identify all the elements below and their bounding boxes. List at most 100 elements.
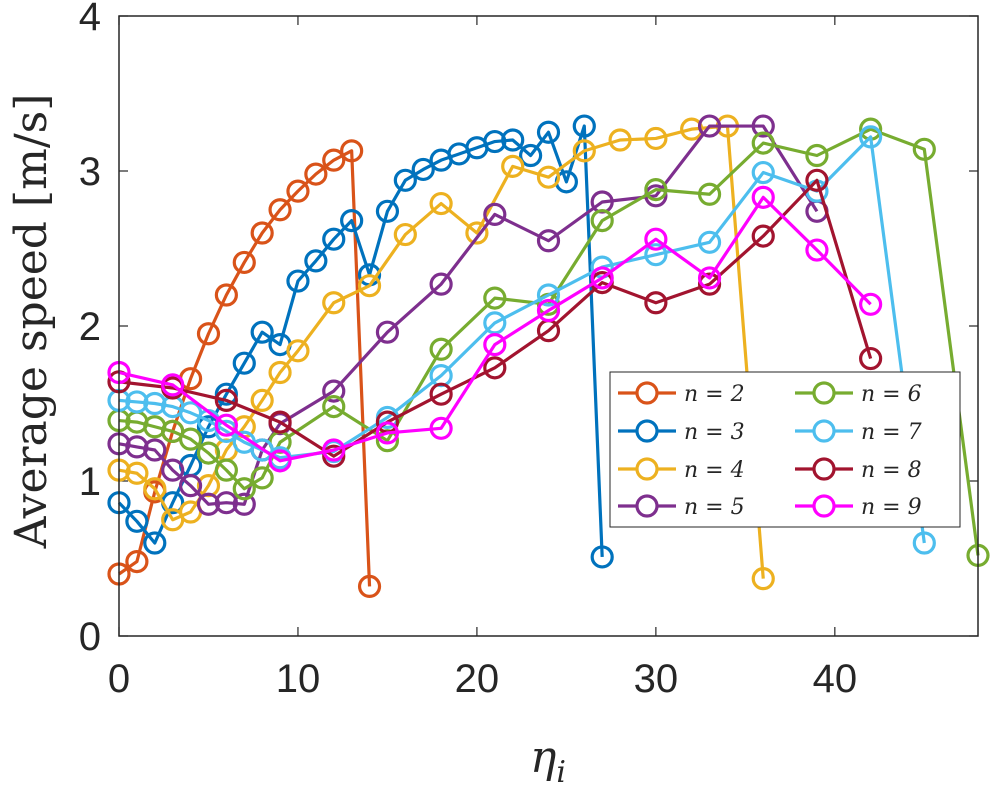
legend-item: n = 6 (795, 381, 922, 407)
data-point (322, 227, 346, 251)
data-point (178, 474, 203, 498)
data-point (483, 202, 507, 226)
data-point (465, 221, 489, 245)
data-point (751, 160, 775, 185)
data-point (859, 125, 883, 149)
data-point (859, 346, 883, 371)
data-point (644, 291, 668, 315)
x-tick-label: 0 (108, 657, 130, 701)
data-point (214, 413, 238, 437)
data-point (536, 283, 561, 307)
tick-labels: 0 10 20 30 40 0 1 2 3 4 (79, 0, 857, 701)
x-axis-label-subscript: i (556, 755, 566, 785)
data-point (411, 157, 435, 182)
data-point (393, 168, 417, 192)
data-point (572, 114, 596, 138)
data-point (250, 388, 274, 412)
legend-item: n = 5 (618, 494, 745, 520)
data-point (214, 382, 238, 406)
legend-label: n = 8 (861, 458, 922, 483)
series-n4 (107, 114, 775, 591)
data-point (644, 243, 668, 267)
data-point (268, 410, 292, 434)
data-point (375, 421, 400, 445)
legend-swatch-marker (635, 494, 659, 518)
data-point (536, 165, 561, 189)
data-point (340, 139, 364, 163)
series-line (118, 127, 980, 556)
data-point (196, 322, 221, 346)
data-point (429, 382, 453, 406)
data-point (250, 320, 274, 344)
data-point (214, 388, 238, 412)
data-point (751, 567, 775, 591)
x-axis-label: ηi (530, 732, 566, 785)
data-point (697, 182, 722, 206)
legend: n = 2 n = 3 n = 4 n = 5 n = 6 n = 7 n = 8 n = 9 (609, 371, 961, 528)
x-tick-label: 20 (455, 657, 500, 701)
data-point (751, 131, 775, 155)
data-point (697, 230, 722, 254)
data-point (304, 249, 328, 273)
data-point (483, 356, 507, 380)
data-point (196, 441, 221, 465)
legend-swatch-marker (635, 381, 659, 405)
data-point (286, 179, 310, 203)
data-point (912, 137, 936, 161)
data-point (125, 509, 149, 533)
series-line (118, 178, 873, 458)
data-point (644, 178, 668, 202)
data-point (501, 154, 525, 178)
data-point (340, 209, 364, 233)
data-point (143, 531, 167, 555)
data-point (859, 292, 883, 316)
legend-label: n = 3 (684, 420, 745, 445)
data-point (268, 360, 292, 385)
legend-label: n = 7 (861, 420, 922, 445)
data-point (805, 238, 829, 262)
legend-label: n = 9 (861, 495, 922, 520)
legend-swatch-marker (812, 419, 836, 443)
data-point (519, 143, 543, 168)
legend-label: n = 4 (684, 458, 745, 483)
data-point (196, 492, 221, 516)
legend-item: n = 3 (618, 419, 745, 445)
data-point (751, 185, 775, 209)
x-tick-label: 10 (276, 657, 321, 701)
y-tick-label: 2 (79, 305, 101, 349)
data-point (286, 339, 310, 363)
data-point (286, 269, 310, 293)
series-line (118, 195, 872, 463)
plot-area-frame (118, 15, 979, 637)
series-layer (107, 114, 990, 599)
legend-box (609, 371, 961, 528)
data-point (357, 574, 382, 599)
data-point (214, 491, 238, 515)
series-line (118, 149, 372, 587)
data-point (214, 458, 238, 482)
data-point (250, 466, 274, 490)
data-point (322, 395, 346, 419)
series-line (118, 124, 765, 579)
data-point (393, 222, 417, 247)
data-point (572, 139, 596, 163)
y-tick-label: 0 (79, 615, 101, 659)
legend-swatch-marker (635, 457, 659, 481)
data-point (429, 272, 453, 296)
data-point (590, 209, 614, 233)
legend-swatch-marker (812, 381, 836, 405)
legend-item: n = 4 (618, 457, 745, 483)
data-point (483, 333, 507, 357)
legend-item: n = 7 (795, 419, 922, 445)
data-point (697, 266, 722, 290)
legend-item: n = 9 (795, 494, 922, 520)
data-point (429, 191, 453, 216)
data-point (590, 266, 614, 290)
data-point (322, 291, 346, 315)
y-tick-label: 3 (79, 150, 101, 194)
data-point (232, 351, 256, 375)
axis-ticks (118, 15, 978, 637)
data-point (232, 250, 256, 275)
data-point (483, 286, 507, 310)
data-point (644, 227, 668, 251)
